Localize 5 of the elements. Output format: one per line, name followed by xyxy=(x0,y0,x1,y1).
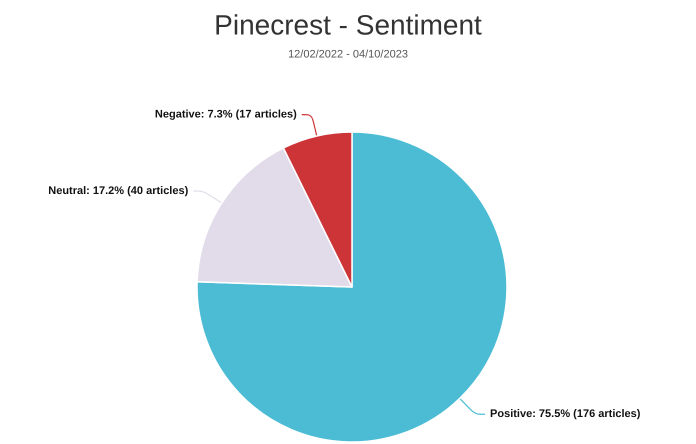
slice-label: Neutral: 17.2% (40 articles) xyxy=(48,185,189,198)
chart-subtitle: 12/02/2022 - 04/10/2023 xyxy=(288,48,408,60)
slice-label: Positive: 75.5% (176 articles) xyxy=(490,408,641,420)
chart-title: Pinecrest - Sentiment xyxy=(214,10,482,40)
slice-label: Negative: 7.3% (17 articles) xyxy=(154,108,298,121)
